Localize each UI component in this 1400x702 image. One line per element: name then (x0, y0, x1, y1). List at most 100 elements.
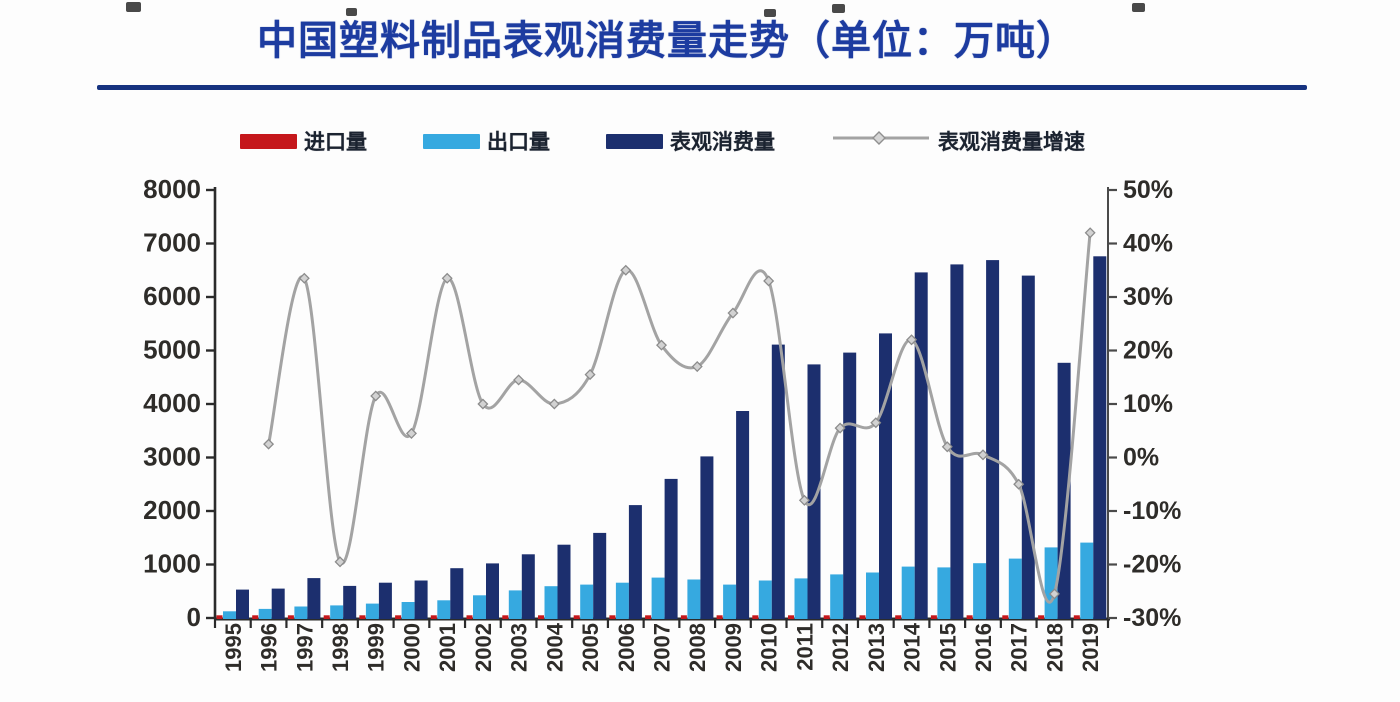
bar-imports-2013 (859, 615, 866, 619)
svg-text:2018: 2018 (1042, 623, 1067, 672)
y-axis-left: 0 1000 2000 3000 4000 5000 6000 7000 8000 (143, 174, 215, 632)
svg-text:-20%: -20% (1123, 551, 1181, 579)
svg-text:2010: 2010 (757, 623, 782, 672)
bar-consumption-1996 (271, 588, 285, 619)
bar-imports-2011 (788, 615, 794, 619)
bar-consumption-2017 (1021, 275, 1035, 619)
svg-text:10%: 10% (1123, 390, 1173, 418)
growth-marker (334, 556, 346, 568)
bar-consumption-2008 (700, 456, 714, 619)
svg-text:2016: 2016 (971, 623, 996, 672)
bar-exports-2015 (937, 567, 951, 619)
svg-text:4000: 4000 (143, 388, 201, 418)
crop-artifact-mark (126, 2, 141, 12)
svg-text:50%: 50% (1123, 176, 1173, 204)
growth-marker (370, 390, 382, 402)
bar-imports-1999 (359, 615, 366, 619)
bar-imports-2002 (466, 615, 473, 619)
growth-marker (727, 307, 739, 319)
crop-artifact-mark (764, 9, 776, 17)
svg-text:0%: 0% (1123, 444, 1159, 472)
bar-consumption-2001 (450, 568, 464, 619)
growth-marker (941, 441, 953, 453)
svg-text:1995: 1995 (221, 623, 246, 672)
bar-exports-2000 (401, 602, 415, 619)
legend-label-growth-rate: 表观消费量增速 (938, 131, 1085, 154)
svg-text:2001: 2001 (435, 623, 460, 672)
bar-exports-2012 (830, 574, 844, 619)
growth-marker (691, 361, 703, 373)
svg-text:6000: 6000 (143, 281, 201, 311)
growth-marker (906, 334, 918, 346)
legend-item-growth-rate: 表观消费量增速 (831, 126, 1085, 156)
bar-exports-2002 (473, 595, 486, 619)
bar-consumption-2015 (950, 264, 964, 619)
crop-artifact-mark (346, 8, 357, 16)
bar-exports-2013 (866, 572, 879, 619)
svg-text:5000: 5000 (143, 335, 201, 365)
svg-text:1997: 1997 (292, 623, 317, 672)
bar-exports-2001 (437, 600, 451, 619)
bar-imports-1996 (252, 615, 259, 619)
growth-line-group (267, 231, 1092, 604)
bar-exports-2014 (901, 566, 915, 619)
bar-exports-1996 (258, 608, 272, 619)
svg-text:2000: 2000 (143, 495, 201, 525)
legend-label-consumption: 表观消费量 (670, 131, 775, 154)
bar-consumption-group (236, 256, 1107, 619)
svg-text:2017: 2017 (1007, 623, 1032, 672)
growth-marker (298, 272, 310, 284)
bar-exports-2004 (544, 586, 558, 619)
growth-marker (477, 398, 489, 410)
svg-text:-10%: -10% (1123, 497, 1181, 525)
bar-imports-2012 (823, 615, 830, 619)
bar-imports-2009 (716, 615, 723, 619)
svg-text:7000: 7000 (143, 228, 201, 258)
svg-text:2019: 2019 (1078, 623, 1103, 672)
bar-imports-2015 (930, 615, 937, 619)
growth-marker (1084, 227, 1096, 239)
bar-consumption-2009 (736, 411, 750, 619)
bar-consumption-2013 (879, 333, 892, 619)
growth-marker (263, 438, 275, 450)
bar-imports-2019 (1073, 615, 1080, 619)
legend-line-marker-icon (831, 129, 931, 153)
bar-imports-2000 (395, 615, 402, 619)
bar-consumption-2002 (486, 563, 499, 619)
bar-consumption-2010 (771, 344, 785, 619)
bar-imports-2001 (430, 615, 437, 619)
bar-imports-1998 (323, 615, 330, 619)
svg-text:2004: 2004 (542, 622, 567, 672)
bar-imports-2005 (573, 615, 580, 619)
growth-line (267, 231, 1092, 604)
svg-text:2003: 2003 (507, 623, 532, 672)
svg-text:1999: 1999 (364, 623, 389, 672)
growth-marker (1013, 478, 1025, 490)
svg-text:20%: 20% (1123, 337, 1173, 365)
bar-exports-2007 (651, 577, 665, 619)
bar-exports-2011 (794, 578, 808, 619)
growth-marker (870, 417, 882, 429)
bar-consumption-2016 (986, 260, 1000, 619)
bar-consumption-2000 (414, 580, 428, 619)
growth-marker (584, 369, 596, 381)
legend-item-imports: 进口量 (240, 126, 367, 156)
bar-imports-2006 (609, 615, 616, 619)
chart-legend: 进口量 出口量 表观消费量 表观消费量增速 (240, 126, 1085, 156)
growth-marker (405, 427, 417, 439)
bar-imports-1997 (287, 615, 294, 619)
bar-imports-2004 (538, 615, 544, 619)
bar-consumption-2006 (628, 505, 642, 619)
legend-label-exports: 出口量 (487, 131, 550, 154)
title-underline (97, 85, 1307, 90)
svg-text:2002: 2002 (471, 623, 496, 672)
bar-consumption-2011 (807, 364, 821, 619)
bar-consumption-1998 (343, 585, 357, 619)
legend-swatch-consumption (606, 133, 663, 149)
bar-consumption-2014 (914, 272, 928, 619)
bar-imports-2007 (645, 615, 652, 619)
title-block: 中国塑料制品表观消费量走势（单位：万吨） (0, 0, 1400, 66)
bar-imports-group (216, 615, 1080, 619)
y-axis-right: -30% -20% -10% 0% 10% 20% 30% 40% 50% (1108, 176, 1181, 632)
bar-exports-1997 (294, 606, 308, 619)
